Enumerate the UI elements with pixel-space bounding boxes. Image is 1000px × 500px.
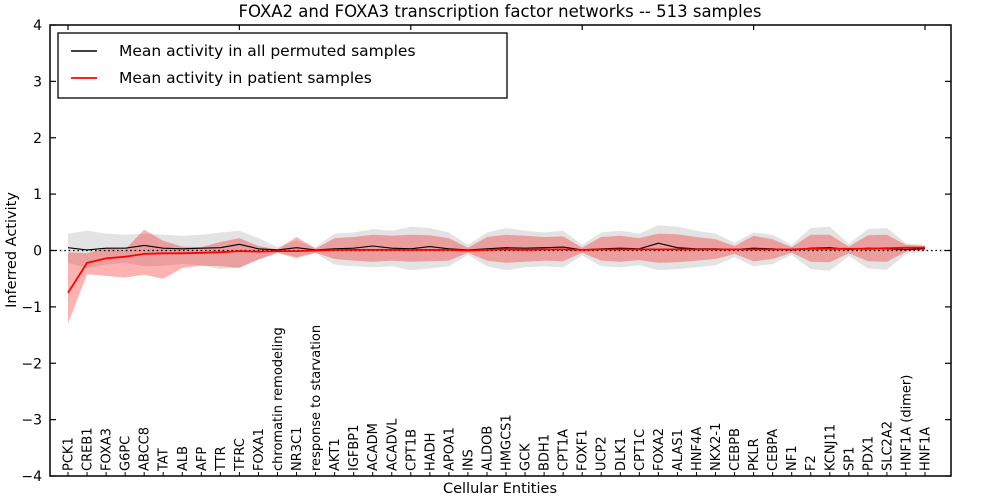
x-tick-label: HADH [423, 433, 438, 471]
legend-label-patient: Mean activity in patient samples [119, 69, 372, 87]
x-tick-label: CPT1A [557, 429, 572, 471]
x-tick-label: UCP2 [595, 436, 610, 471]
x-tick-label: IGFBP1 [347, 425, 362, 471]
x-tick-label: ACADM [366, 423, 381, 471]
legend-label-permuted: Mean activity in all permuted samples [119, 42, 416, 60]
y-tick-label: 3 [33, 74, 42, 90]
y-tick-label: 2 [33, 131, 42, 147]
x-tick-label: KCNJ11 [823, 424, 838, 471]
x-tick-label: SLC2A2 [880, 421, 895, 471]
x-tick-label: CREB1 [81, 427, 96, 471]
x-axis-label: Cellular Entities [443, 481, 557, 497]
y-tick-label: −4 [21, 469, 42, 485]
y-tick-label: 0 [33, 244, 42, 260]
x-tick-label: TAT [157, 448, 172, 472]
x-tick-label: GCK [519, 443, 534, 471]
x-tick-label: APOA1 [442, 427, 457, 471]
x-tick-label: FOXA1 [252, 428, 267, 471]
y-tick-label: −1 [21, 300, 42, 316]
x-tick-label: FOXA2 [652, 428, 667, 471]
x-tick-label: HNF1A (dimer) [900, 375, 915, 471]
x-tick-label: F2 [804, 455, 819, 471]
x-tick-label: HNF1A [919, 427, 934, 471]
x-tick-label: DLK1 [614, 437, 629, 471]
x-tick-label: FOXA3 [100, 428, 115, 471]
x-tick-labels: PCK1 CREB1 FOXA3 G6PC ABCC8 TAT ALB AFP TTR TFRC F… [62, 325, 934, 472]
data-lines [51, 242, 950, 294]
plot-border [49, 24, 952, 477]
x-tick-label: CEBPB [728, 428, 743, 471]
x-tick-label: HNF4A [690, 427, 705, 471]
x-tick-label: AFP [195, 447, 210, 471]
x-tick-label: ALDOB [481, 426, 496, 471]
y-axis-label: Inferred Activity [4, 192, 20, 308]
patient-mean-line [67, 246, 925, 294]
x-tick-label: CPT1C [633, 429, 648, 471]
x-tick-label: TFRC [233, 438, 248, 472]
y-tick-label: 1 [33, 187, 42, 203]
x-tick-label: G6PC [119, 436, 134, 471]
x-tick-label: FOXF1 [576, 429, 591, 471]
x-tick-label: CEBPA [766, 429, 781, 471]
y-tick-label: −2 [21, 356, 42, 372]
x-tick-label: chromatin remodeling [271, 327, 286, 471]
x-tick-label: TTR [214, 446, 229, 472]
x-tick-label: ALB [176, 446, 191, 471]
x-tick-label: HMGCS1 [500, 414, 515, 471]
x-tick-label: BDH1 [538, 434, 553, 471]
x-tick-label: PCK1 [62, 437, 77, 471]
legend: Mean activity in all permuted samples Me… [57, 32, 508, 99]
x-tick-label: PKLR [747, 438, 762, 471]
x-tick-label: NR3C1 [290, 427, 305, 471]
patient-band [68, 229, 925, 324]
y-tick-label: 4 [33, 18, 42, 34]
x-tick-label: response to starvation [309, 325, 324, 471]
x-tick-label: ACADVL [385, 418, 400, 471]
x-tick-label: PDX1 [861, 436, 876, 471]
x-tick-label: INS [461, 449, 476, 471]
chart-title: FOXA2 and FOXA3 transcription factor net… [239, 2, 762, 21]
x-tick-label: AKT1 [328, 438, 343, 471]
x-tick-label: ABCC8 [138, 427, 153, 471]
x-tick-label: ALAS1 [671, 429, 686, 471]
legend-box [57, 32, 508, 99]
y-tick-label: −3 [21, 413, 42, 429]
x-tick-label: CPT1B [404, 429, 419, 471]
y-tick-labels: −4 −3 −2 −1 0 1 2 3 4 [21, 18, 42, 485]
x-tick-label: NF1 [785, 446, 800, 471]
x-tick-label: NKX2-1 [709, 423, 724, 471]
x-tick-label: SP1 [842, 447, 857, 471]
